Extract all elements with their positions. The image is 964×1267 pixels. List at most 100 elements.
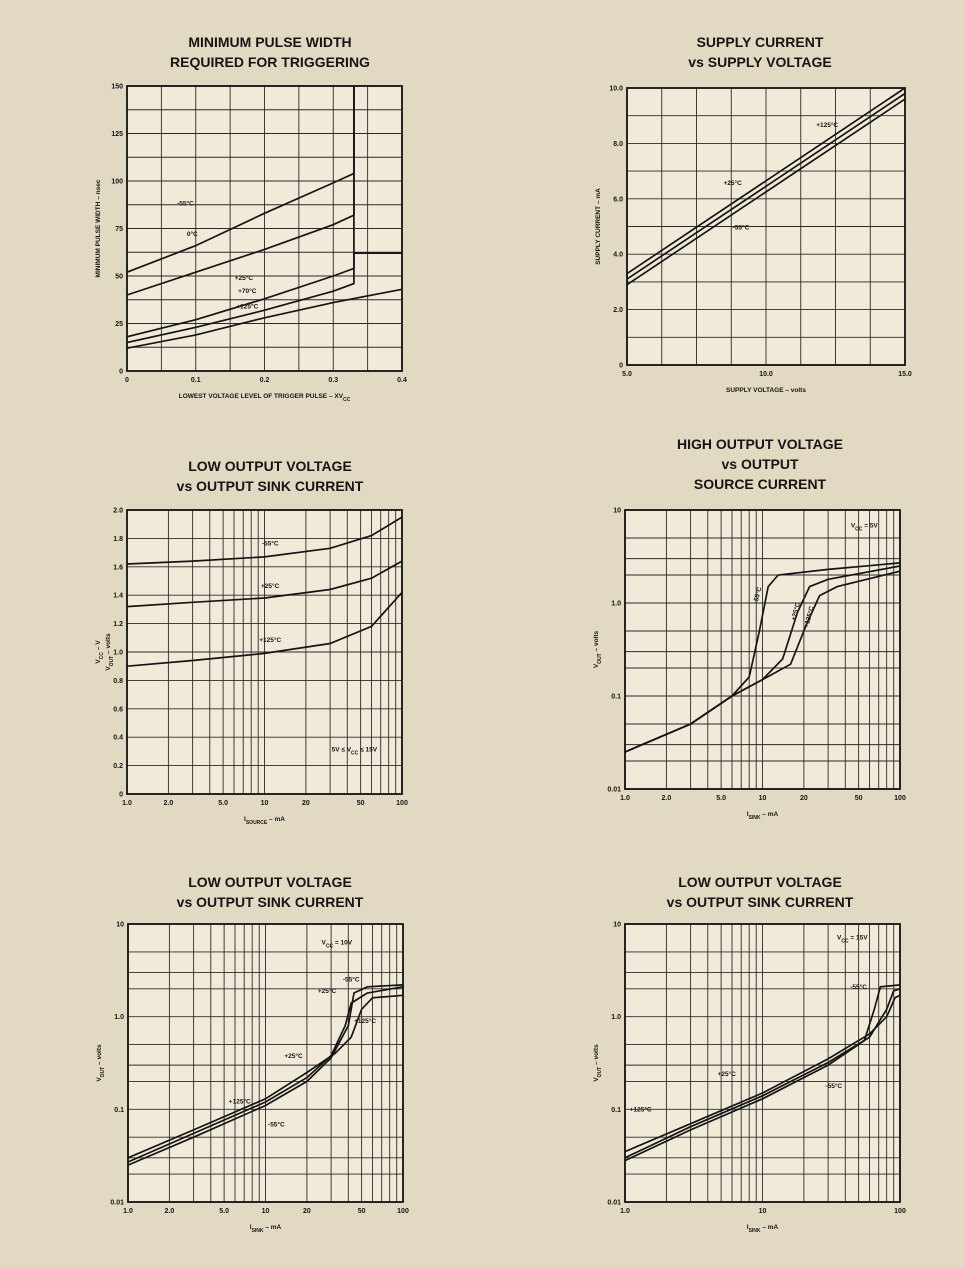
chart5-annotation: +25°C	[318, 987, 337, 995]
chart2-x-tick-label: 15.0	[898, 371, 912, 378]
chart3-y-axis-label-2: VOUT – volts	[105, 633, 115, 671]
chart6-y-tick-label: 1.0	[611, 1014, 621, 1021]
chart6-annotation: +125°C	[630, 1105, 652, 1113]
chart1-y-tick-label: 75	[115, 226, 123, 233]
chart5-x-tick-label: 50	[358, 1208, 366, 1215]
chart5-frame	[127, 923, 404, 1203]
chart4-annotation: VCC = 5V	[851, 522, 879, 532]
chart3-title-line1: LOW OUTPUT VOLTAGE	[188, 458, 352, 474]
chart5-x-tick-label: 5.0	[219, 1208, 229, 1215]
chart4-title: HIGH OUTPUT VOLTAGE vs OUTPUT SOURCE CUR…	[610, 434, 910, 494]
chart6-annotation: +25°C	[718, 1070, 737, 1078]
chart1-annotation: +70°C	[238, 287, 257, 295]
chart4-title-line1: HIGH OUTPUT VOLTAGE	[677, 436, 843, 452]
chart5-x-tick-label: 1.0	[123, 1208, 133, 1215]
chart3-y-axis-label: VCC – V	[95, 640, 105, 664]
chart6-x-axis-label: ISINK – mA	[747, 1224, 779, 1234]
chart6-series-2-line	[624, 987, 901, 1159]
chart5-title: LOW OUTPUT VOLTAGE vs OUTPUT SINK CURREN…	[120, 872, 420, 912]
chart1: 0 0.1 0.2 0.3 0.4 0 25 50 75 100 125 150 LOWEST VOLT…	[95, 84, 407, 404]
chart3-x-tick-label: 100	[396, 800, 408, 807]
chart3-x-tick-label: 10	[261, 800, 269, 807]
chart3-grid	[127, 510, 402, 794]
chart4-x-axis-label: ISINK – mA	[747, 811, 779, 821]
chart5-grid	[128, 924, 403, 1202]
chart1-y-tick-label: 0	[119, 369, 123, 376]
chart3-y-tick-label: 0	[119, 792, 123, 799]
chart5-annotation: -55°C	[343, 975, 360, 983]
chart1-annotation: +125°C	[236, 302, 258, 310]
chart2-series-3-line	[626, 98, 906, 286]
chart6: 1.0 10 100 0.01 0.1 1.0 10 ISINK – mA VOUT – vol…	[593, 922, 906, 1235]
chart2-y-tick-label: 8.0	[613, 141, 623, 148]
chart4-frame	[624, 509, 901, 790]
chart3-y-tick-label: 0.6	[113, 706, 123, 713]
chart2-title-line2: vs SUPPLY VOLTAGE	[688, 54, 832, 70]
chart2-annotation: +25°C	[723, 179, 742, 187]
chart4-series-3-line	[624, 570, 901, 753]
chart4-grid	[625, 510, 900, 789]
chart2-annotation: -55°C	[733, 223, 750, 231]
chart3-y-tick-label: 1.0	[113, 650, 123, 657]
chart3-x-tick-label: 50	[357, 800, 365, 807]
chart1-y-axis-label: MINIMUM PULSE WIDTH – nsec	[95, 179, 102, 277]
chart5-x-tick-label: 20	[303, 1208, 311, 1215]
chart2-title: SUPPLY CURRENT vs SUPPLY VOLTAGE	[610, 32, 910, 72]
chart1-x-tick-label: 0.3	[328, 377, 338, 384]
chart2-series-2-line	[626, 92, 906, 280]
chart5-annotation: +125°C	[354, 1017, 376, 1025]
chart2-y-axis-label: SUPPLY CURRENT – mA	[595, 188, 602, 265]
chart6-y-tick-label: 10	[613, 922, 621, 929]
chart2-series-1-line	[626, 87, 906, 275]
chart3-annotation: 5V ≤ VCC ≤ 15V	[332, 746, 378, 756]
chart2-x-axis-label: SUPPLY VOLTAGE – volts	[726, 387, 806, 394]
chart6-y-tick-label: 0.1	[611, 1107, 621, 1114]
chart1-title-line2: REQUIRED FOR TRIGGERING	[170, 54, 370, 70]
chart2-y-tick-label: 6.0	[613, 196, 623, 203]
chart5-title-line1: LOW OUTPUT VOLTAGE	[188, 874, 352, 890]
chart5-annotation: +25°C	[284, 1052, 303, 1060]
chart4-x-tick-label: 5.0	[716, 795, 726, 802]
chart5-title-line2: vs OUTPUT SINK CURRENT	[176, 894, 364, 910]
chart1-annotation: +25°C	[235, 274, 254, 282]
chart1-title: MINIMUM PULSE WIDTH REQUIRED FOR TRIGGER…	[120, 32, 420, 72]
chart4-y-tick-label: 0.1	[611, 694, 621, 701]
chart3: 1.0 2.0 5.0 10 20 50 100 0 0.2 0.4 0.6 0.8 1.0 1.2 1.4…	[95, 508, 408, 827]
chart6-series-3-line	[624, 994, 901, 1153]
chart3-y-tick-label: 1.6	[113, 564, 123, 571]
chart6-x-tick-label: 100	[894, 1208, 906, 1215]
chart6-frame	[624, 923, 901, 1203]
chart3-series-2-line	[126, 560, 403, 608]
chart6-annotation: -55°C	[825, 1082, 842, 1090]
chart6-y-tick-label: 0.01	[607, 1200, 621, 1207]
chart6-y-axis-label: VOUT – volts	[593, 1044, 603, 1082]
chart1-annotation: 0°C	[187, 230, 198, 238]
chart1-y-tick-label: 25	[115, 321, 123, 328]
chart4-x-tick-label: 50	[855, 795, 863, 802]
chart5-y-tick-label: 1.0	[114, 1014, 124, 1021]
chart4-title-line3: SOURCE CURRENT	[693, 476, 827, 492]
chart3-annotation: +25°C	[261, 582, 280, 590]
chart2-x-tick-label: 10.0	[759, 371, 773, 378]
chart1-frame	[126, 85, 403, 372]
chart6-series-1-line	[624, 984, 901, 1162]
chart1-y-tick-label: 50	[115, 274, 123, 281]
chart2-y-tick-label: 0	[619, 363, 623, 370]
chart4-y-tick-label: 0.01	[607, 787, 621, 794]
chart5-y-tick-label: 10	[116, 922, 124, 929]
chart5-x-tick-label: 10	[262, 1208, 270, 1215]
chart1-grid	[127, 86, 402, 371]
chart5-y-tick-label: 0.01	[110, 1200, 124, 1207]
chart6-x-tick-label: 1.0	[620, 1208, 630, 1215]
chart6-annotation: -55°C	[850, 983, 867, 991]
chart5-annotation: +125°C	[229, 1098, 251, 1106]
chart3-x-tick-label: 2.0	[164, 800, 174, 807]
chart4-y-axis-label: VOUT – volts	[593, 630, 603, 668]
chart3-y-tick-label: 1.4	[113, 593, 123, 600]
chart5-x-tick-label: 100	[397, 1208, 409, 1215]
chart1-title-line1: MINIMUM PULSE WIDTH	[188, 34, 352, 50]
chart2-y-tick-label: 2.0	[613, 307, 623, 314]
chart5-annotation: -55°C	[268, 1121, 285, 1129]
chart6-x-tick-label: 10	[759, 1208, 767, 1215]
chart2: 5.0 10.0 15.0 0 2.0 4.0 6.0 8.0 10.0 SUPPLY VOLTA…	[595, 86, 912, 395]
